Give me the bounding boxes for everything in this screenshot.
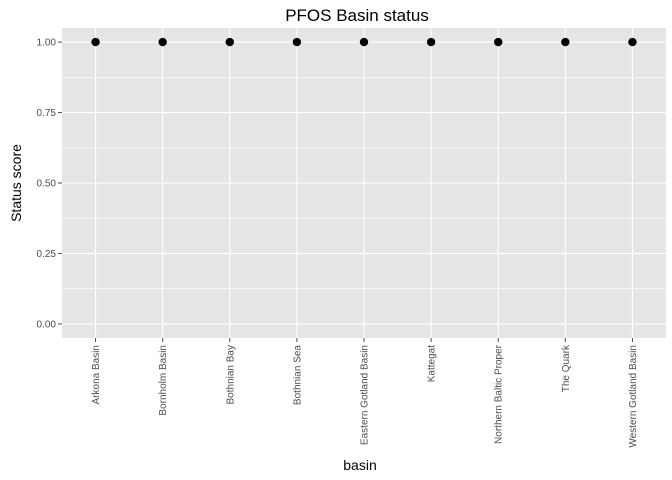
x-tick-label: Western Gotland Basin <box>628 345 639 448</box>
x-tick-label: Bothnian Sea <box>292 345 303 405</box>
data-points <box>91 37 637 47</box>
y-tick-label: 0.50 <box>37 179 57 190</box>
x-tick-label: Arkona Basin <box>91 345 102 404</box>
data-point <box>158 37 167 47</box>
data-point <box>359 37 369 47</box>
x-tick-label: Bothnian Bay <box>225 345 236 405</box>
data-point <box>91 37 100 47</box>
y-axis: 0.00 0.25 0.50 0.75 1.00 <box>37 38 62 330</box>
data-point <box>561 37 570 47</box>
x-axis: Arkona Basin Bornholm Basin Bothnian Bay Bo… <box>91 338 639 448</box>
data-point <box>494 37 503 47</box>
x-axis-title: basin <box>343 457 376 473</box>
x-tick-label: The Quark <box>561 344 572 392</box>
y-tick-label: 0.25 <box>37 249 57 260</box>
data-point <box>292 37 302 47</box>
x-tick-label: Bornholm Basin <box>158 345 169 416</box>
data-point <box>628 37 637 47</box>
y-tick-label: 0.00 <box>37 319 57 330</box>
y-tick-label: 1.00 <box>37 38 57 49</box>
chart-title: PFOS Basin status <box>285 6 429 25</box>
data-point <box>225 37 234 47</box>
x-tick-label: Kattegat <box>427 345 438 382</box>
x-tick-label: Northern Baltic Proper <box>494 344 505 444</box>
y-tick-label: 0.75 <box>37 108 57 119</box>
y-axis-title: Status score <box>8 144 24 222</box>
data-point <box>426 37 436 47</box>
x-tick-label: Eastern Gotland Basin <box>360 345 371 445</box>
